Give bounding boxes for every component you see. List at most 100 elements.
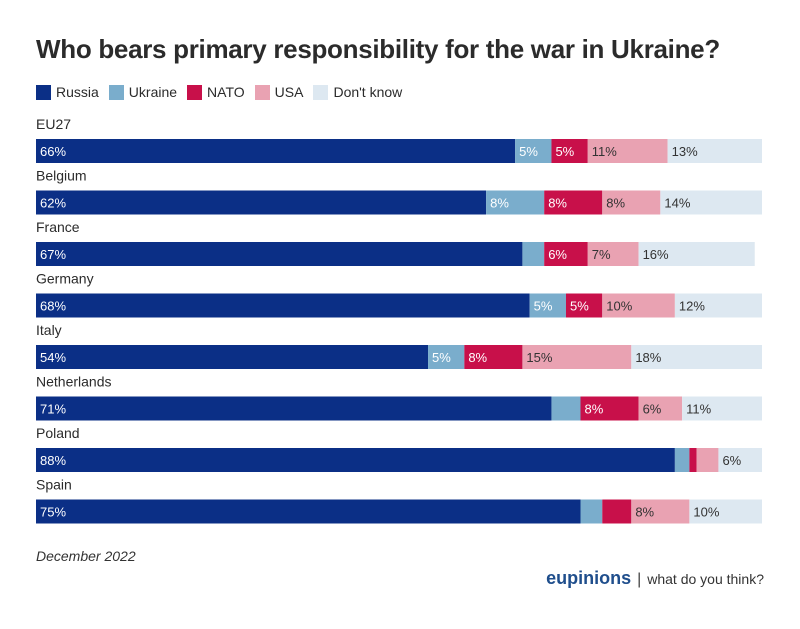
- legend-item-usa: USA: [254, 84, 303, 100]
- data-label-spain-don-t-know: 10%: [693, 505, 719, 520]
- category-label-france: France: [36, 219, 80, 235]
- brand-tagline: what do you think?: [647, 571, 764, 587]
- legend-swatch-usa: [254, 84, 270, 100]
- chart-legend: Russia Ukraine NATO USA Don't know: [36, 83, 412, 101]
- data-label-belgium-russia: 62%: [40, 196, 66, 211]
- data-label-belgium-ukraine: 8%: [490, 196, 509, 211]
- category-label-germany: Germany: [36, 271, 94, 287]
- bar-belgium-ukraine: [486, 190, 545, 215]
- data-label-poland-russia: 88%: [40, 453, 66, 468]
- legend-label-russia: Russia: [56, 84, 99, 100]
- bar-italy-russia: [36, 345, 429, 369]
- data-label-italy-ukraine: 5%: [432, 350, 451, 365]
- category-label-belgium: Belgium: [36, 168, 87, 184]
- survey-date: December 2022: [36, 548, 136, 564]
- bar-spain-ukraine: [580, 499, 603, 524]
- bar-belgium-russia: [36, 190, 487, 215]
- bar-netherlands-russia: [36, 396, 552, 421]
- brand-logo-text: eupinions: [546, 568, 632, 588]
- bar-eu27-usa: [587, 139, 668, 163]
- bar-netherlands-don-t-know: [682, 396, 762, 421]
- bar-eu27-nato: [551, 139, 588, 163]
- bar-france-russia: [36, 242, 523, 266]
- legend-label-nato: NATO: [207, 84, 245, 100]
- data-label-belgium-don-t-know: 14%: [664, 196, 690, 211]
- data-label-germany-nato: 5%: [570, 299, 589, 314]
- data-label-france-nato: 6%: [548, 247, 567, 262]
- data-label-germany-don-t-know: 12%: [679, 299, 705, 314]
- legend-label-ukraine: Ukraine: [128, 84, 178, 100]
- data-label-italy-don-t-know: 18%: [635, 350, 661, 365]
- data-label-italy-nato: 8%: [468, 350, 487, 365]
- category-label-eu27: EU27: [36, 116, 71, 132]
- bar-germany-usa: [602, 293, 675, 318]
- bar-spain-don-t-know: [689, 499, 762, 524]
- data-label-france-usa: 7%: [592, 247, 611, 262]
- data-label-germany-ukraine: 5%: [534, 299, 553, 314]
- bar-belgium-nato: [544, 190, 603, 215]
- category-label-netherlands: Netherlands: [36, 374, 112, 390]
- stacked-bar-chart: EU27 66% 5% 5% 11% 13% Belgium 62% 8% 8% 8% 14% Fran…: [36, 116, 762, 524]
- legend-swatch-russia: [36, 84, 51, 100]
- bar-germany-russia: [36, 293, 530, 318]
- bar-netherlands-usa: [638, 396, 683, 421]
- bar-spain-russia: [36, 499, 581, 524]
- brand-footer: eupinions | what do you think?: [546, 568, 764, 589]
- data-label-netherlands-usa: 6%: [643, 402, 662, 417]
- data-label-france-don-t-know: 16%: [643, 247, 669, 262]
- legend-swatch-nato: [187, 84, 203, 100]
- bar-france-nato: [544, 242, 588, 266]
- bar-poland-usa: [696, 448, 719, 472]
- bar-germany-ukraine: [529, 293, 566, 318]
- bar-netherlands-ukraine: [551, 396, 581, 421]
- bar-italy-usa: [522, 345, 632, 369]
- data-label-italy-usa: 15%: [526, 350, 552, 365]
- legend-item-ukraine: Ukraine: [108, 84, 178, 100]
- bar-eu27-ukraine: [515, 139, 552, 163]
- bar-italy-don-t-know: [631, 345, 762, 369]
- legend-item-nato: NATO: [187, 84, 245, 100]
- bar-belgium-usa: [602, 190, 661, 215]
- category-label-italy: Italy: [36, 322, 62, 338]
- legend-item-russia: Russia: [36, 84, 99, 100]
- legend-swatch-ukraine: [108, 84, 124, 100]
- data-label-eu27-russia: 66%: [40, 144, 66, 159]
- bar-eu27-russia: [36, 139, 516, 163]
- data-label-eu27-ukraine: 5%: [519, 144, 538, 159]
- bar-poland-nato: [689, 448, 697, 472]
- bar-france-usa: [587, 242, 639, 266]
- bar-poland-russia: [36, 448, 675, 472]
- data-label-eu27-don-t-know: 13%: [672, 144, 698, 159]
- bar-france-ukraine: [522, 242, 545, 266]
- bar-eu27-don-t-know: [667, 139, 762, 163]
- data-label-germany-russia: 68%: [40, 299, 66, 314]
- bar-germany-nato: [565, 293, 603, 318]
- legend-item-don-t-know: Don't know: [313, 84, 402, 100]
- legend-label-don-t-know: Don't know: [333, 84, 403, 100]
- data-label-poland-don-t-know: 6%: [722, 453, 741, 468]
- data-label-france-russia: 67%: [40, 247, 66, 262]
- data-label-spain-usa: 8%: [635, 505, 654, 520]
- brand-separator: |: [637, 571, 642, 588]
- data-label-netherlands-nato: 8%: [585, 402, 604, 417]
- bar-spain-usa: [631, 499, 690, 524]
- chart-title: Who bears primary responsibility for the…: [36, 34, 720, 64]
- bar-spain-nato: [602, 499, 632, 524]
- data-label-spain-russia: 75%: [40, 505, 66, 520]
- bar-italy-nato: [464, 345, 523, 369]
- bar-germany-don-t-know: [674, 293, 762, 318]
- data-label-germany-usa: 10%: [606, 299, 632, 314]
- data-label-netherlands-don-t-know: 11%: [686, 402, 711, 417]
- data-label-belgium-usa: 8%: [606, 196, 625, 211]
- data-label-eu27-nato: 5%: [555, 144, 574, 159]
- category-label-poland: Poland: [36, 425, 80, 441]
- bar-poland-ukraine: [674, 448, 690, 472]
- data-label-belgium-nato: 8%: [548, 196, 567, 211]
- bar-poland-don-t-know: [718, 448, 762, 472]
- bar-italy-ukraine: [428, 345, 465, 369]
- data-label-netherlands-russia: 71%: [40, 402, 66, 417]
- category-label-spain: Spain: [36, 477, 72, 493]
- bar-belgium-don-t-know: [660, 190, 762, 215]
- bar-netherlands-nato: [580, 396, 639, 421]
- data-label-italy-russia: 54%: [40, 350, 66, 365]
